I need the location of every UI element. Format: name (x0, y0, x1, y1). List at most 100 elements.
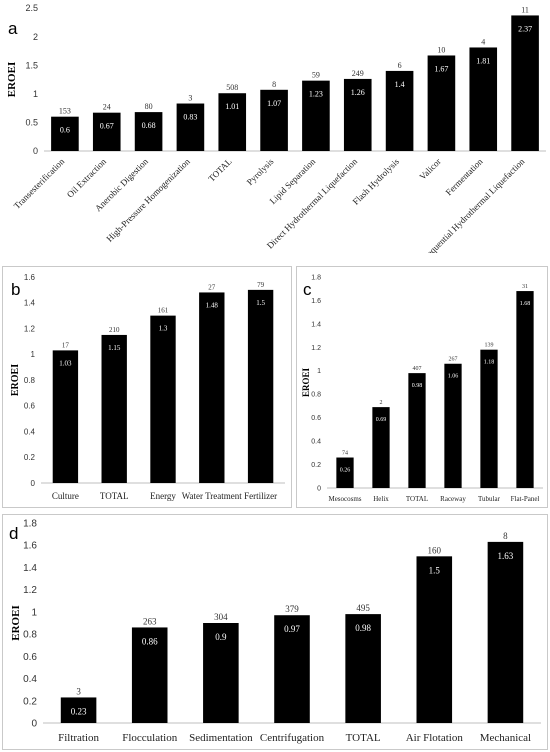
y-axis-title-a: EROEI (6, 62, 18, 97)
y-axis-title-d: EROEI (10, 605, 22, 640)
y-tick-label-d-2: 0.4 (23, 674, 37, 685)
x-tick-label-b-3: Water Treatment (182, 491, 243, 501)
bar-count-label-a-6: 59 (312, 71, 320, 80)
x-tick-label-a-5: Pyrolysis (245, 156, 276, 187)
x-tick-label-d-5: Air Flotation (406, 732, 464, 744)
y-tick-label-d-3: 0.6 (23, 652, 37, 663)
y-tick-label-c-5: 1 (317, 368, 321, 375)
bar-value-label-a-7: 1.26 (351, 88, 365, 97)
chart-panel-d: d 0 0.2 0.4 0.6 0.8 1 1.2 1.4 1.6 1.8 EROEI 0.23 3 Fi… (2, 514, 548, 750)
bar-value-label-c-1: 0.69 (376, 417, 387, 423)
chart-panel-a: a 0 0.5 1 1.5 2 2.5 EROEI 0.6 153 Transesterifica… (0, 0, 550, 253)
x-tick-label-c-5: Flat-Panel (511, 495, 540, 503)
bar-value-label-a-9: 1.67 (434, 64, 448, 73)
bar-value-label-d-5: 1.5 (429, 565, 441, 575)
bar-a-7 (343, 78, 372, 151)
bar-value-label-a-8: 1.4 (395, 80, 405, 89)
bar-count-label-a-5: 8 (272, 80, 276, 89)
x-tick-label-c-3: Raceway (440, 495, 466, 503)
x-tick-label-c-2: TOTAL (406, 495, 428, 503)
y-tick-label-b-6: 1.2 (24, 324, 36, 333)
bar-value-label-d-1: 0.86 (142, 636, 158, 646)
bar-value-label-b-4: 1.5 (256, 299, 265, 307)
bar-count-label-d-1: 263 (143, 616, 157, 626)
bar-a-11 (511, 15, 539, 151)
bar-value-label-a-11: 2.37 (518, 24, 532, 33)
x-tick-label-a-4: TOTAL (206, 156, 233, 183)
bar-count-label-b-3: 27 (208, 283, 216, 291)
bar-value-label-a-3: 0.83 (183, 113, 197, 122)
y-tick-label-a-2: 1 (33, 89, 38, 99)
x-tick-label-d-2: Sedimentation (189, 732, 253, 744)
bar-value-label-d-4: 0.98 (355, 623, 371, 633)
x-tick-label-d-4: TOTAL (346, 732, 381, 744)
chart-panel-b: b 0 0.2 0.4 0.6 0.8 1 1.2 1.4 1.6 EROEI 1.03 17 Cult… (2, 266, 292, 508)
x-tick-label-c-1: Helix (373, 495, 389, 503)
y-tick-label-c-2: 0.4 (311, 439, 321, 446)
bar-count-label-a-10: 4 (481, 37, 485, 46)
bar-value-label-a-2: 0.68 (142, 121, 156, 130)
bar-b-1 (101, 334, 127, 483)
bar-a-9 (427, 55, 456, 152)
y-tick-label-d-5: 1 (31, 607, 37, 618)
x-tick-label-b-0: Culture (52, 491, 79, 501)
bar-value-label-b-2: 1.3 (159, 325, 168, 333)
bar-value-label-a-10: 1.81 (476, 56, 490, 65)
bar-b-0 (52, 350, 79, 483)
chart-c-svg: c 0 0.2 0.4 0.6 0.8 1 1.2 1.4 1.6 1.8 EROEI 0.26 74 M… (301, 274, 543, 503)
x-tick-label-d-1: Flocculation (122, 732, 177, 744)
bar-value-label-d-0: 0.23 (71, 706, 87, 716)
bar-value-label-c-0: 0.26 (340, 468, 351, 474)
x-tick-label-a-9: Valicor (417, 156, 442, 181)
bar-a-8 (385, 70, 414, 151)
y-tick-label-d-1: 0.2 (23, 696, 37, 707)
bar-d-5 (416, 556, 453, 723)
bar-count-label-d-4: 495 (356, 603, 370, 613)
bar-d-0 (60, 697, 97, 723)
bar-a-1 (92, 112, 121, 151)
bar-count-label-d-2: 304 (214, 612, 228, 622)
bar-b-4 (247, 289, 274, 483)
y-tick-label-c-7: 1.4 (311, 321, 321, 328)
x-tick-label-d-3: Centrifugation (260, 732, 325, 744)
bar-count-label-a-3: 3 (188, 94, 192, 103)
y-tick-label-a-0: 0 (33, 146, 38, 156)
bar-count-label-d-0: 3 (76, 686, 81, 696)
panel-letter-c: c (303, 280, 312, 299)
bar-c-5 (516, 291, 534, 488)
bar-count-label-b-1: 210 (109, 326, 120, 334)
y-tick-label-a-4: 2 (33, 32, 38, 42)
bar-a-2 (134, 112, 163, 151)
x-tick-label-c-4: Tubular (478, 495, 501, 503)
x-tick-label-a-1: Oil Extraction (65, 156, 109, 200)
bar-count-label-b-0: 17 (62, 341, 70, 349)
x-tick-label-a-3: High-Pressure Homogenization (104, 156, 192, 244)
bar-value-label-a-6: 1.23 (309, 90, 323, 99)
y-tick-label-a-5: 2.5 (25, 3, 38, 13)
bar-d-3 (274, 615, 310, 723)
bar-count-label-a-0: 153 (59, 107, 71, 116)
bar-d-2 (203, 623, 239, 723)
bar-count-label-b-2: 161 (158, 307, 169, 315)
bar-d-6 (487, 541, 524, 723)
bar-value-label-b-0: 1.03 (59, 359, 72, 367)
bar-count-label-a-8: 6 (398, 61, 402, 70)
bar-value-label-a-1: 0.67 (100, 122, 114, 131)
bar-count-label-c-3: 267 (449, 357, 458, 363)
y-tick-label-b-7: 1.4 (24, 299, 36, 308)
y-tick-label-d-9: 1.8 (23, 519, 37, 530)
x-tick-label-b-2: Energy (150, 491, 176, 501)
bar-value-label-a-5: 1.07 (267, 99, 281, 108)
bar-value-label-d-3: 0.97 (284, 624, 300, 634)
y-tick-label-c-6: 1.2 (311, 345, 321, 352)
y-tick-label-b-5: 1 (31, 350, 36, 359)
bar-count-label-d-5: 160 (428, 545, 442, 555)
panel-letter-d: d (9, 524, 18, 543)
bar-b-3 (199, 292, 225, 483)
x-tick-label-a-7: Direct Hydrothermal Liquefaction (265, 156, 360, 251)
bar-count-label-d-3: 379 (285, 604, 299, 614)
bar-count-label-c-5: 31 (522, 284, 528, 290)
y-tick-label-c-8: 1.6 (311, 298, 321, 305)
bar-count-label-c-2: 407 (413, 366, 422, 372)
bar-value-label-b-3: 1.48 (206, 301, 219, 309)
